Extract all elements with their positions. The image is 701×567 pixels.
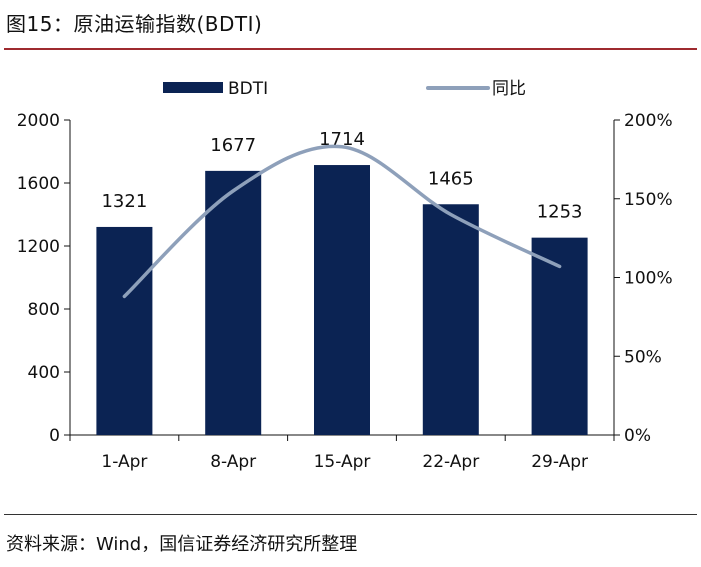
- right-tick-label: 200%: [624, 111, 673, 131]
- source-note: 资料来源：Wind，国信证券经济研究所整理: [6, 534, 358, 555]
- x-tick-label: 22-Apr: [422, 452, 479, 472]
- left-tick-label: 800: [28, 300, 60, 320]
- bar-series: [96, 165, 588, 436]
- bar-value-label: 1677: [210, 135, 256, 156]
- left-tick-label: 1600: [17, 174, 60, 194]
- bar-value-label: 1253: [537, 202, 583, 223]
- title-divider: [4, 48, 697, 50]
- bar: [314, 165, 370, 436]
- left-tick-label: 2000: [17, 111, 60, 131]
- right-tick-label: 50%: [624, 347, 662, 367]
- left-tick-label: 0: [49, 426, 60, 446]
- yoy-line: [122, 144, 562, 299]
- legend-label-yoy: 同比: [492, 79, 526, 99]
- legend: BDTI 同比: [163, 79, 526, 99]
- legend-label-bdti: BDTI: [228, 79, 268, 99]
- left-tick-label: 1200: [17, 237, 60, 257]
- right-tick-label: 150%: [624, 190, 673, 210]
- legend-swatch-bdti: [163, 82, 223, 93]
- line-series: [122, 144, 562, 299]
- left-tick-label: 400: [28, 363, 60, 383]
- bar-value-label: 1321: [101, 191, 147, 212]
- axes: 0 400 800 1200 1600 2000 0% 50% 100% 150% 200% 1-Ap…: [17, 111, 673, 472]
- bar: [422, 204, 479, 435]
- right-tick-label: 0%: [624, 426, 651, 446]
- x-tick-label: 8-Apr: [210, 452, 256, 472]
- x-tick-label: 29-Apr: [531, 452, 588, 472]
- bar-value-label: 1465: [428, 168, 474, 189]
- right-tick-label: 100%: [624, 269, 673, 289]
- bar: [96, 226, 153, 435]
- chart-title: 图15：原油运输指数(BDTI): [6, 12, 263, 36]
- bar: [531, 237, 588, 435]
- x-tick-label: 15-Apr: [314, 452, 371, 472]
- bar: [205, 170, 262, 435]
- x-tick-label: 1-Apr: [101, 452, 147, 472]
- footer-divider: [4, 514, 697, 515]
